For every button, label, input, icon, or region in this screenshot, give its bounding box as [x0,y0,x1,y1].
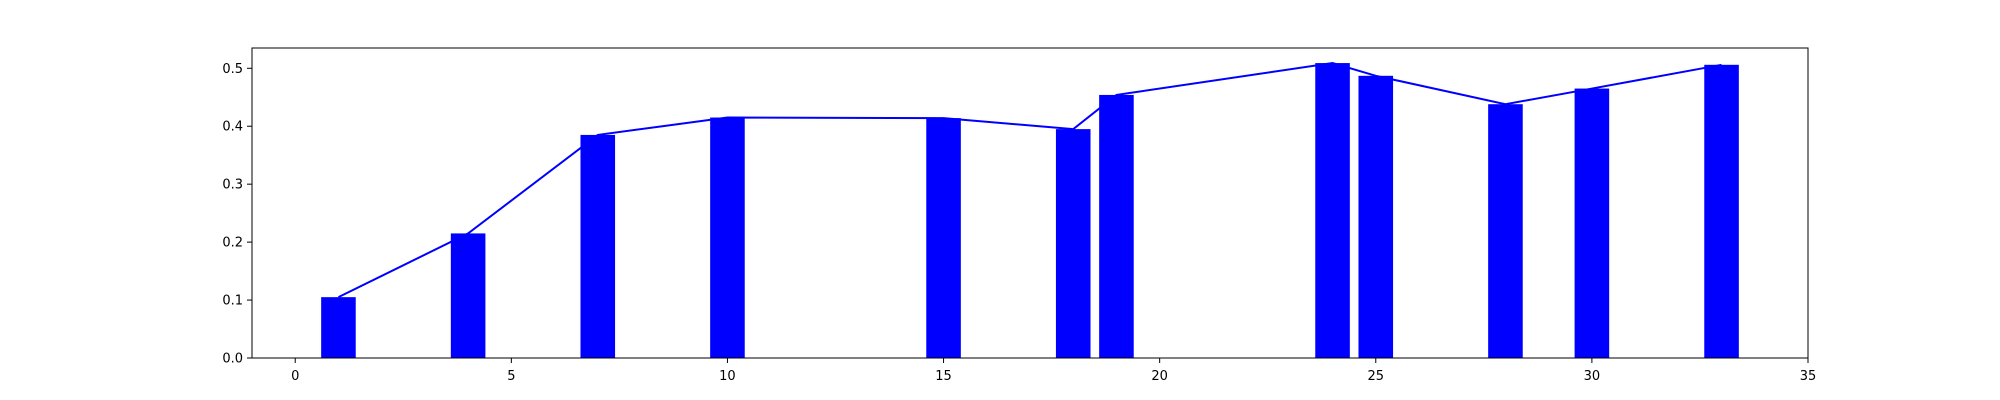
y-tick-label-4: 0.4 [222,120,243,135]
ticks-layer: 0 5 10 15 20 25 30 35 0.0 0.1 0.2 0.3 0.4 0.5 [222,62,1816,384]
x-tick-label-1: 5 [507,369,515,384]
bar-0 [321,297,356,358]
x-tick-label-2: 10 [719,369,736,384]
y-tick-label-1: 0.1 [222,294,243,309]
x-tick-label-4: 20 [1151,369,1168,384]
bars-layer [321,63,1739,359]
x-tick-label-5: 25 [1368,369,1385,384]
bar-10 [1574,88,1610,359]
line-layer [338,62,1722,299]
y-tick-label-2: 0.2 [222,236,243,251]
bar-5 [1055,129,1091,358]
bar-1 [450,233,486,358]
y-tick-label-5: 0.5 [222,62,243,77]
x-tick-label-0: 0 [291,369,299,384]
bar-2 [580,134,616,358]
x-tick-label-6: 30 [1584,369,1601,384]
axes-frame [251,47,1809,359]
x-tick-label-3: 15 [935,369,952,384]
bar-9 [1488,104,1523,359]
y-tick-label-0: 0.0 [222,352,243,367]
bar-8 [1358,75,1394,359]
bar-7 [1315,63,1350,358]
y-tick-label-3: 0.3 [222,178,243,193]
bar-11 [1704,64,1739,358]
bar-3 [710,117,745,358]
series-line [338,62,1722,299]
axes-layer [251,47,1809,359]
bar-6 [1099,94,1134,359]
bar-4 [926,118,961,358]
x-tick-label-7: 35 [1800,369,1817,384]
